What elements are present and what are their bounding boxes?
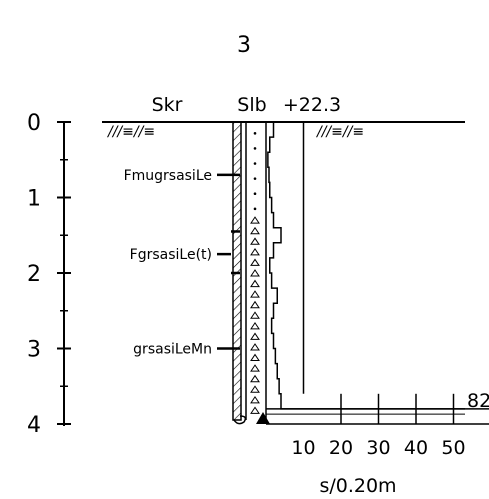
sample-triangle (250, 258, 260, 266)
sample-triangle (250, 374, 260, 383)
header-elevation: +22.3 (283, 94, 341, 116)
resistance-chart: 10 20 30 40 50 (266, 121, 489, 459)
drill-bit-icon (233, 415, 247, 425)
sample-triangle (250, 353, 260, 362)
soil-layer-label: FgrsasiLe(t) (130, 247, 212, 263)
sample-triangle (250, 395, 260, 404)
sample-triangle (250, 237, 260, 245)
sample-dot (253, 132, 257, 135)
sample-dot (253, 147, 257, 150)
sample-triangle (250, 216, 260, 224)
depth-tick-label: 1 (27, 187, 41, 212)
sample-symbols (250, 132, 260, 414)
sample-triangle (250, 343, 260, 351)
sample-dot (253, 192, 257, 196)
sample-triangle (250, 247, 260, 256)
surface-symbol-right: ///≡//≡ (315, 124, 364, 140)
resistance-tick-label: 40 (404, 437, 428, 459)
soil-labels: FmugrsasiLe FgrsasiLe(t) grsasiLeMn (124, 168, 240, 358)
sample-dot (253, 177, 257, 180)
sample-triangle (250, 406, 260, 414)
sample-triangle (250, 385, 260, 393)
final-value-label: 82 (467, 390, 489, 412)
sample-triangle (250, 269, 260, 277)
borehole-column (232, 121, 270, 425)
header-skr: Skr (152, 94, 183, 116)
casing-hatch (232, 121, 242, 421)
resistance-tick-label: 20 (329, 437, 353, 459)
depth-tick-label: 4 (27, 413, 41, 438)
resistance-tick-label: 50 (441, 437, 465, 459)
depth-tick-label: 2 (27, 262, 41, 287)
resistance-profile (266, 121, 489, 425)
resistance-unit-label: s/0.20m (319, 475, 396, 497)
stop-triangle-icon (256, 412, 270, 424)
sample-triangle (250, 226, 260, 235)
soil-layer-label: FmugrsasiLe (124, 168, 212, 184)
depth-tick-label: 0 (27, 111, 41, 136)
depth-axis: 0 1 2 3 4 (27, 111, 71, 438)
resistance-tick-label: 30 (366, 437, 390, 459)
sample-triangle (250, 332, 260, 340)
sample-dot (253, 207, 257, 211)
surface-symbol-left: ///≡//≡ (106, 124, 155, 140)
header-slb: Slb (237, 94, 266, 116)
soil-layer-label: grsasiLeMn (133, 342, 212, 358)
depth-tick-label: 3 (27, 338, 41, 363)
title: 3 (237, 33, 251, 58)
sample-triangle (250, 279, 260, 288)
sample-triangle (250, 321, 260, 330)
sample-dot (253, 162, 257, 165)
sample-triangle (250, 290, 260, 298)
sample-triangle (250, 300, 260, 309)
resistance-tick-label: 10 (291, 437, 315, 459)
sample-triangle (250, 364, 260, 372)
sample-triangle (250, 311, 260, 319)
